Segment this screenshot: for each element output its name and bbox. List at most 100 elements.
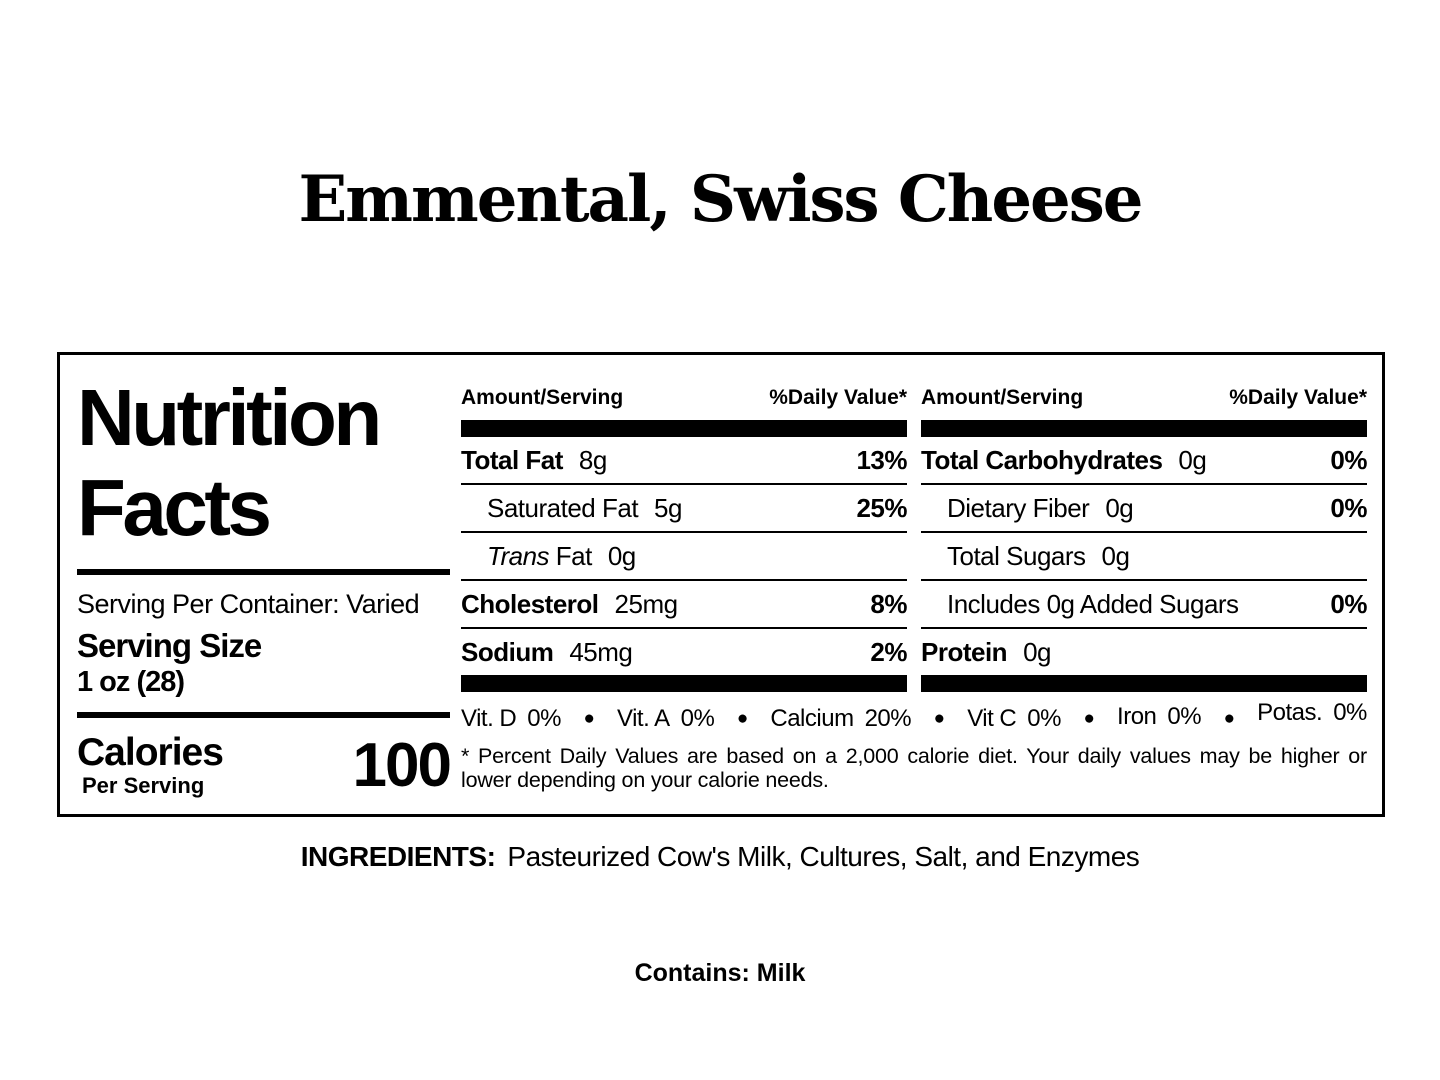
nutrient-row: Sodium 45mg 2% [461,629,907,675]
nutrient-name: Protein [921,636,1008,667]
nutrient-name-amount: Trans Fat 0g [461,541,636,572]
calories-label-group: Calories Per Serving [77,731,224,799]
micronutrient-value: 0% [1027,705,1061,732]
ingredients-line: INGREDIENTS: Pasteurized Cow's Milk, Cult… [0,841,1440,873]
nutrient-name: Includes 0g Added Sugars [947,588,1239,619]
nutrient-amount: 0g [1023,636,1051,667]
nutrient-column-fats: Amount/Serving %Daily Value* Total Fat 8g… [461,386,907,692]
bullet-separator: ● [736,708,748,729]
nutrient-row: Dietary Fiber 0g 0% [921,485,1367,533]
nutrient-name-amount: Sodium 45mg [461,636,633,668]
nutrient-daily-value: 0% [1330,588,1367,619]
nutrient-name: Trans Fat [487,540,592,571]
thick-divider [77,712,450,718]
black-bar [921,675,1367,692]
nutrition-facts-label: Nutrition Facts Serving Per Container: V… [57,352,1385,817]
nutrient-daily-value: 25% [856,492,907,523]
serving-size-label: Serving Size [77,627,262,664]
nutrient-rows: Total Carbohydrates 0g 0% Dietary Fiber 0g 0%… [921,437,1367,675]
header-amount-serving: Amount/Serving [921,386,1084,409]
nutrient-name: Sodium [461,636,554,667]
nutrient-amount: 25mg [614,588,679,619]
nutrient-amount: 8g [578,444,607,475]
micronutrient-name: Iron [1117,703,1157,730]
micronutrient-item: Calcium 20% [770,705,911,733]
nutrient-name-amount: Saturated Fat 5g [461,493,682,524]
nutrient-row: Total Sugars 0g [921,533,1367,581]
nutrient-amount: 5g [654,492,682,523]
nutrient-name: Saturated Fat [487,492,639,523]
nutrient-daily-value: 0% [1330,492,1367,523]
micronutrient-value: 0% [1167,703,1202,730]
nutrient-row: Saturated Fat 5g 25% [461,485,907,533]
nutrient-name-amount: Protein 0g [921,637,1051,668]
nutrient-row: Total Fat 8g 13% [461,437,907,485]
nutrient-name: Total Sugars [947,540,1086,571]
nutrient-name-amount: Total Sugars 0g [921,540,1130,572]
serving-per-container: Serving Per Container: Varied [77,589,420,619]
black-bar [461,420,907,437]
nutrient-amount: 0g [1101,540,1130,571]
micronutrient-item: Iron 0% [1117,703,1202,731]
ingredients-label: INGREDIENTS: [300,841,496,872]
header-amount-serving: Amount/Serving [461,386,624,409]
serving-size-value: 1 oz (28) [77,666,185,698]
header-daily-value: %Daily Value* [769,386,907,409]
micronutrient-item: Vit. D 0% [461,705,561,733]
nutrient-name-amount: Includes 0g Added Sugars [921,589,1239,620]
micronutrient-name: Calcium [770,705,854,732]
label-left-column: Nutrition Facts Serving Per Container: V… [77,355,452,801]
heading-line-2: Facts [77,463,272,552]
nutrient-amount: 0g [607,540,636,571]
nutrient-amount: 0g [1178,444,1207,475]
nutrient-name: Total Carbohydrates [921,444,1163,475]
column-header: Amount/Serving %Daily Value* [461,386,907,410]
nutrient-daily-value: 8% [870,588,907,619]
nutrient-row: Includes 0g Added Sugars 0% [921,581,1367,629]
micronutrient-value: 0% [680,705,715,732]
nutrient-amount: 0g [1105,492,1134,523]
nutrient-name-amount: Cholesterol 25mg [461,589,678,620]
nutrient-row: Total Carbohydrates 0g 0% [921,437,1367,485]
micronutrient-value: 20% [864,705,912,732]
micronutrients-row: Vit. D 0% ● Vit. A 0% ● Calcium 20% ● Vit C 0% ● Iro… [461,699,1367,733]
nutrient-name-amount: Total Carbohydrates 0g [921,444,1207,476]
micronutrient-name: Vit. D [461,705,517,732]
micronutrient-name: Vit C [967,705,1017,732]
micronutrient-name: Potas. [1257,699,1323,726]
thick-divider [77,569,450,575]
calories-label: Calories [77,731,224,774]
daily-value-footnote: * Percent Daily Values are based on a 2,… [461,744,1367,792]
nutrient-name: Total Fat [461,444,563,475]
nutrient-name-amount: Total Fat 8g [461,445,607,476]
nutrient-column-carbs: Amount/Serving %Daily Value* Total Carbo… [921,386,1367,692]
product-title: Emmental, Swiss Cheese [298,162,1144,237]
bullet-separator: ● [1223,708,1235,729]
calories-sublabel: Per Serving [82,773,205,798]
calories-row: Calories Per Serving 100 [77,730,452,801]
nutrient-row: Trans Fat 0g [461,533,907,581]
micronutrient-item: Vit. A 0% [617,705,715,733]
nutrient-row: Cholesterol 25mg 8% [461,581,907,629]
nutrient-rows: Total Fat 8g 13% Saturated Fat 5g 25% Trans Fa… [461,437,907,675]
column-header: Amount/Serving %Daily Value* [921,386,1367,410]
heading-line-1: Nutrition [77,373,382,462]
black-bar [461,675,907,692]
micronutrient-item: Potas. 0% [1257,699,1367,727]
nutrient-name-amount: Dietary Fiber 0g [921,492,1134,524]
ingredients-text: Pasteurized Cow's Milk, Cultures, Salt, … [507,841,1140,872]
micronutrient-name: Vit. A [617,705,670,732]
bullet-separator: ● [583,708,595,729]
micronutrient-value: 0% [1333,699,1367,726]
nutrient-daily-value: 2% [870,636,907,667]
bullet-separator: ● [1083,708,1095,729]
nutrient-daily-value: 13% [856,444,907,475]
micronutrient-item: Vit C 0% [967,705,1061,733]
nutrient-name: Cholesterol [461,588,599,619]
calories-value: 100 [352,731,452,800]
nutrient-amount: 45mg [569,636,633,667]
black-bar [921,420,1367,437]
micronutrient-value: 0% [527,705,561,732]
bullet-separator: ● [933,708,945,729]
nutrition-facts-heading: Nutrition Facts [77,373,450,553]
